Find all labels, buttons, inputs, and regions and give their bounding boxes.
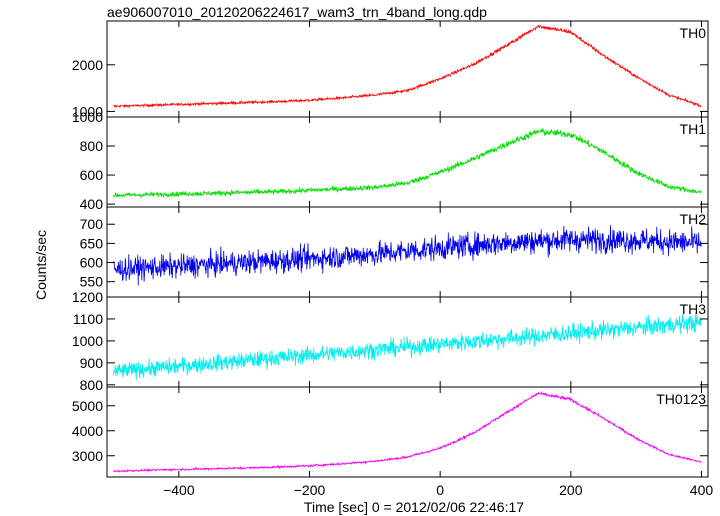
x-tick-label: 0 (436, 482, 444, 498)
chart-title: ae906007010_20120206224617_wam3_trn_4ban… (107, 4, 487, 20)
y-tick-label: 800 (80, 377, 104, 393)
y-tick-label: 600 (80, 255, 104, 271)
panel-th1: 400 600 800 1000 TH1 (72, 109, 709, 212)
y-tick-label: 600 (80, 167, 104, 183)
x-tick-label: −200 (294, 482, 326, 498)
x-axis: −400 −200 0 200 400 (163, 482, 713, 498)
y-tick-label: 900 (80, 355, 104, 371)
y-tick-label: 1000 (72, 103, 103, 119)
series-line-th2 (113, 225, 702, 286)
panel-frame (106, 20, 709, 118)
series-line-th0 (113, 24, 702, 109)
panel-label: TH0123 (656, 391, 706, 407)
y-tick-label: 5000 (72, 398, 103, 414)
y-tick-label: 1000 (72, 109, 103, 125)
y-tick-label: 1100 (73, 311, 103, 327)
series-line-th0123 (113, 391, 702, 473)
panel-label: TH1 (680, 121, 707, 137)
x-tick-label: 400 (690, 482, 714, 498)
x-axis-label: Time [sec] 0 = 2012/02/06 22:46:17 (304, 499, 524, 515)
panel-th3: 800 900 1000 1100 1200 TH3 (72, 289, 709, 393)
panel-frame (106, 386, 709, 478)
panels-group: 1000 2000 TH0 400 600 800 1000 TH1 550 600 650 700 T… (72, 20, 709, 478)
panel-th0123: 3000 4000 5000 TH0123 (72, 386, 709, 478)
panel-label: TH3 (680, 301, 707, 317)
y-tick-label: 400 (80, 196, 104, 212)
x-tick-label: −400 (163, 482, 195, 498)
y-tick-label: 800 (80, 138, 104, 154)
panel-th0: 1000 2000 TH0 (72, 20, 709, 119)
y-tick-label: 1200 (72, 289, 103, 305)
series-line-th1 (113, 128, 702, 199)
y-tick-label: 4000 (72, 423, 103, 439)
panel-th2: 550 600 650 700 TH2 (80, 206, 709, 298)
y-tick-label: 700 (80, 216, 104, 232)
y-tick-label: 3000 (72, 448, 103, 464)
y-tick-label: 550 (80, 274, 104, 290)
series-line-th3 (113, 312, 702, 381)
y-tick-label: 650 (80, 235, 104, 251)
panel-label: TH0 (680, 25, 707, 41)
y-tick-label: 1000 (72, 333, 103, 349)
x-tick-label: 200 (559, 482, 583, 498)
panel-label: TH2 (680, 211, 707, 227)
y-axis-label: Counts/sec (33, 230, 49, 300)
y-tick-label: 2000 (72, 57, 103, 73)
